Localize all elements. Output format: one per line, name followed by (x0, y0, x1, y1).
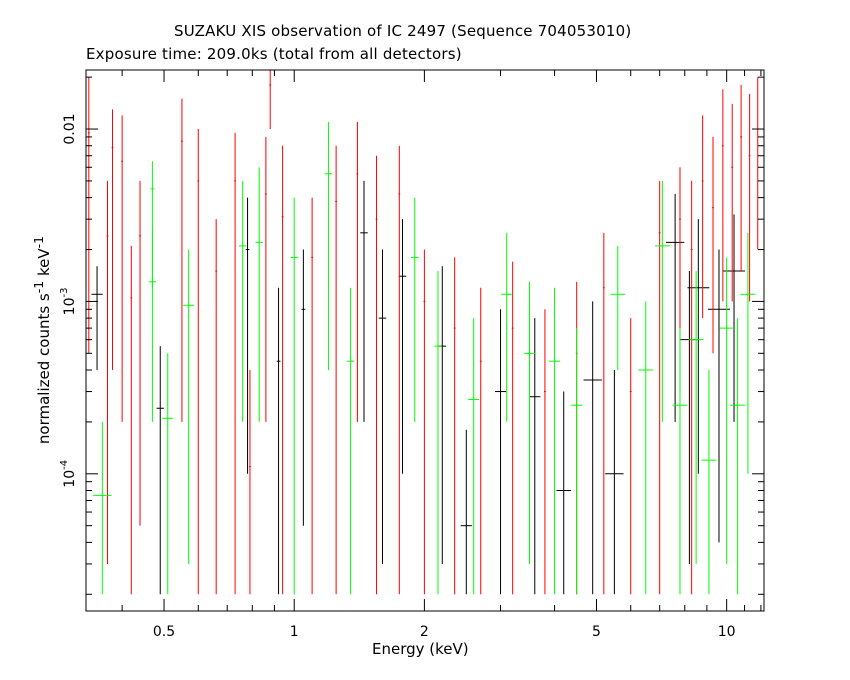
chart-subtitle: Exposure time: 209.0ks (total from all d… (86, 45, 462, 63)
data-point (629, 318, 632, 595)
data-point (730, 318, 745, 595)
data-point (740, 85, 743, 272)
data-point (501, 232, 513, 422)
data-point (255, 167, 263, 422)
data-point (378, 249, 387, 564)
data-point (180, 98, 183, 422)
data-point (690, 180, 693, 595)
data-point (602, 232, 605, 595)
data-point (434, 271, 442, 595)
data-point (523, 281, 536, 564)
y-tick-label: 0.01 (62, 113, 78, 144)
x-tick-label: 0.5 (153, 624, 175, 640)
data-point (411, 197, 419, 422)
data-point (269, 70, 272, 130)
data-point (556, 391, 572, 595)
data-point (150, 161, 155, 288)
data-point (529, 318, 541, 595)
data-point (479, 287, 482, 595)
data-point (438, 266, 447, 564)
data-point (721, 89, 724, 302)
data-point (453, 257, 456, 595)
y-axis-label-exponent-2: -1 (31, 235, 46, 249)
y-tick-label: 10-3 (59, 288, 78, 316)
data-point (324, 121, 333, 371)
data-point (468, 318, 480, 595)
data-point (121, 115, 124, 422)
data-point (311, 197, 314, 595)
data-point (245, 197, 250, 474)
data-point (701, 370, 717, 595)
x-tick-label: 10 (718, 624, 736, 640)
data-point (215, 219, 218, 595)
data-point (583, 301, 602, 595)
data-point (375, 155, 378, 595)
data-point (543, 309, 546, 595)
data-point (740, 232, 756, 474)
data-point (423, 249, 426, 595)
plot-frame (85, 69, 765, 612)
data-point (460, 429, 472, 595)
data-point (748, 93, 751, 302)
data-point (688, 271, 704, 564)
data-point (238, 180, 247, 422)
data-point (511, 261, 514, 595)
data-point (610, 245, 626, 371)
y-axis-label-text: normalized counts s (35, 293, 53, 445)
chart-title: SUZAKU XIS observation of IC 2497 (Seque… (174, 22, 632, 40)
y-axis-label-exponent-1: -1 (31, 280, 46, 294)
y-tick-label: 10-4 (59, 460, 78, 488)
data-point (106, 180, 109, 564)
data-point (183, 249, 195, 564)
data-point (687, 219, 710, 474)
data-point (360, 180, 368, 422)
x-tick-label: 5 (592, 624, 601, 640)
x-tick-label: 1 (290, 624, 299, 640)
data-point (571, 328, 583, 595)
data-point (162, 353, 174, 595)
data-point (156, 346, 164, 595)
data-point (549, 287, 561, 595)
data-point (91, 266, 103, 371)
data-point (731, 103, 734, 302)
data-point (335, 145, 338, 595)
data-point (276, 287, 281, 595)
data-point (111, 109, 114, 371)
data-point (87, 77, 90, 354)
data-point (93, 421, 112, 595)
data-point (605, 370, 624, 595)
data-point (301, 249, 306, 526)
data-point (719, 257, 735, 564)
data-point (398, 145, 401, 595)
x-tick-label: 2 (420, 624, 429, 640)
data-point (494, 309, 507, 595)
x-axis-label: Energy (keV) (372, 640, 469, 658)
data-point (234, 132, 237, 595)
data-point (712, 136, 714, 354)
y-axis-label: normalized counts s-1 keV-1 (31, 236, 53, 444)
data-point (139, 180, 141, 526)
plot-axes: 0.5 1 2 5 10 10-4 10-3 0.01 (59, 69, 765, 640)
data-point (197, 129, 200, 595)
data-marks (87, 70, 759, 595)
data-point (356, 121, 359, 422)
data-point (130, 245, 133, 595)
data-point (638, 301, 654, 595)
data-point (346, 287, 355, 595)
data-point (264, 136, 267, 422)
y-axis-label-unit: keV (35, 248, 53, 281)
data-point (249, 370, 251, 595)
data-point (290, 197, 298, 595)
data-point (665, 193, 685, 422)
data-point (654, 180, 670, 422)
data-point (672, 328, 688, 595)
data-point (756, 77, 759, 250)
data-point (701, 115, 704, 319)
data-point (281, 145, 284, 595)
data-point (658, 180, 661, 595)
data-point (398, 219, 407, 474)
